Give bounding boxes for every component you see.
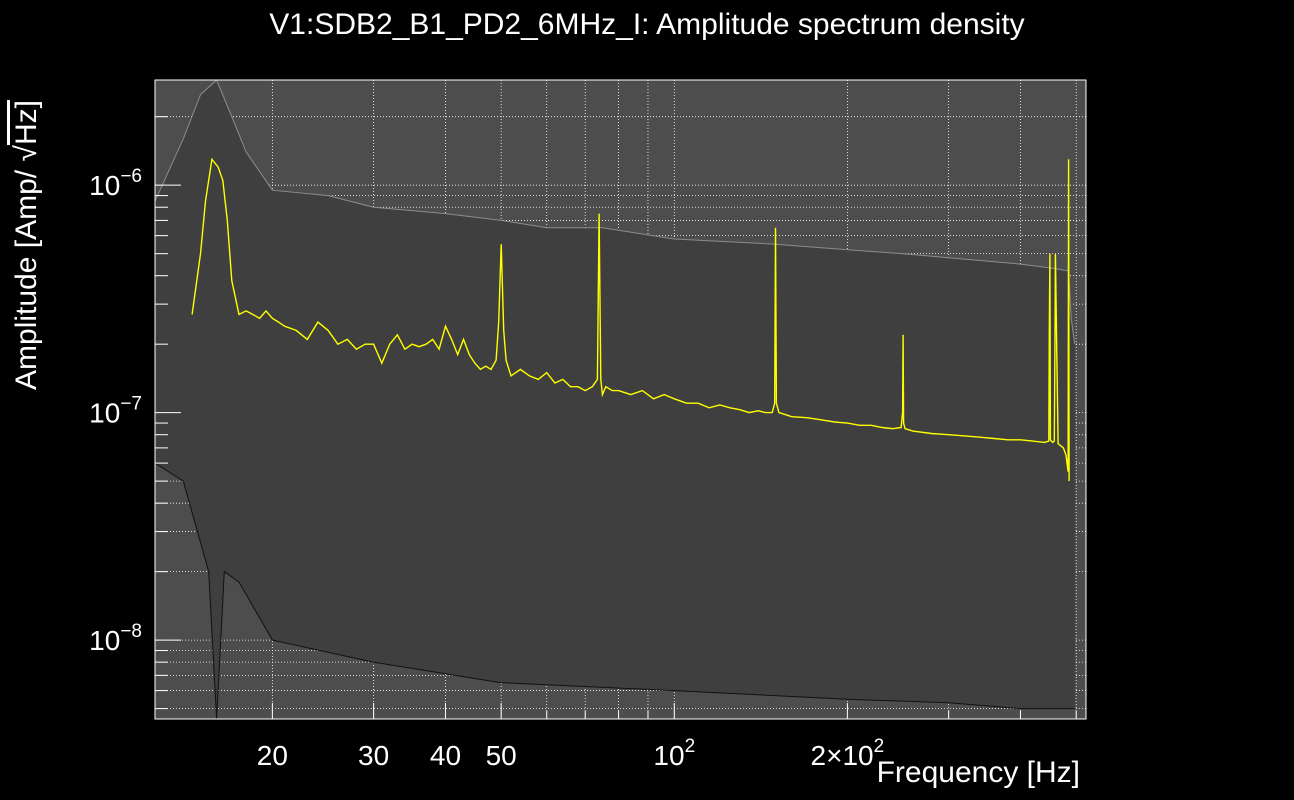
y-tick-label: 10−7 <box>89 394 142 429</box>
x-tick-label: 20 <box>257 740 288 771</box>
x-tick-label: 2×102 <box>811 736 885 771</box>
y-tick-label: 10−8 <box>89 621 142 656</box>
envelope-upper-line <box>154 79 1076 345</box>
chart-title: V1:SDB2_B1_PD2_6MHz_I: Amplitude spectru… <box>269 8 1025 41</box>
x-tick-label: 50 <box>486 740 517 771</box>
x-tick-labels: 20 30 40 50 102 2×102 <box>257 736 884 771</box>
x-axis-label: Frequency [Hz] <box>876 756 1080 789</box>
x-tick-label: 30 <box>358 740 389 771</box>
x-tick-label: 102 <box>653 736 695 771</box>
x-tick-label: 40 <box>430 740 461 771</box>
envelope-lower-line <box>154 462 1075 720</box>
axis-ticks <box>155 116 1077 719</box>
y-tick-labels: 10−6 10−7 10−8 <box>89 166 142 656</box>
median-spectrum-line <box>191 157 1070 482</box>
y-tick-label: 10−6 <box>89 166 142 201</box>
plot-frame <box>154 79 1087 720</box>
envelope-fill <box>155 80 1075 719</box>
